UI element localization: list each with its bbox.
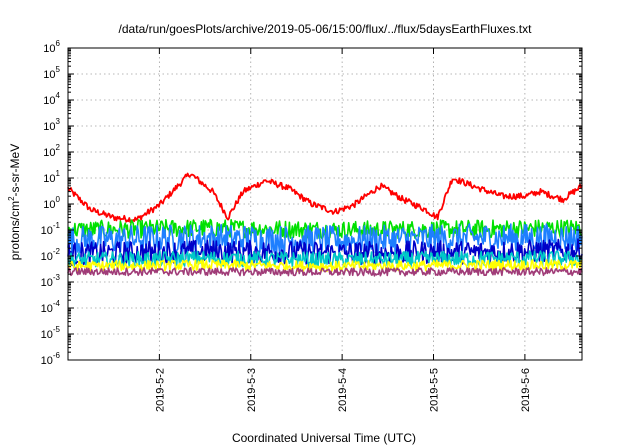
y-tick-label: 100 xyxy=(43,195,60,211)
plot-frame xyxy=(67,47,583,361)
y-tick-label: 10-4 xyxy=(41,299,61,315)
y-tick-label: 10-5 xyxy=(41,325,61,341)
series-line xyxy=(67,267,583,277)
x-tick-label: 2019-5-3 xyxy=(246,368,258,412)
y-tick-label: 104 xyxy=(43,91,60,107)
y-tick-label: 105 xyxy=(43,65,60,81)
series-line xyxy=(67,259,583,273)
y-tick-label: 10-1 xyxy=(41,221,61,237)
x-tick-label: 2019-5-2 xyxy=(154,368,166,412)
series-line xyxy=(67,223,583,256)
y-axis-label-exponent: 2 xyxy=(7,196,16,201)
y-axis-label: protons/cm2-s-sr-MeV xyxy=(7,144,22,260)
y-tick-label: 101 xyxy=(43,169,60,185)
series-line xyxy=(67,172,583,224)
x-axis-label: Coordinated Universal Time (UTC) xyxy=(232,431,416,445)
grid xyxy=(68,48,582,360)
y-axis-label-prefix: protons/cm xyxy=(8,201,22,260)
y-axis-label-suffix: -s-sr-MeV xyxy=(8,144,22,197)
y-tick-label: 103 xyxy=(43,117,60,133)
x-tick-label: 2019-5-6 xyxy=(520,368,532,412)
axes: 10-6 10-5 10-4 10-3 10-2 10-1 100 101 102 103 104 1… xyxy=(41,39,583,412)
y-tick-label: 102 xyxy=(43,143,60,159)
y-tick-label: 10-2 xyxy=(41,247,61,263)
y-tick-label: 106 xyxy=(43,39,60,55)
x-tick-label: 2019-5-5 xyxy=(429,368,441,412)
x-tick-label: 2019-5-4 xyxy=(337,368,349,412)
y-tick-label: 10-3 xyxy=(41,273,61,289)
chart-title: /data/run/goesPlots/archive/2019-05-06/1… xyxy=(119,22,533,36)
y-tick-label: 10-6 xyxy=(41,351,61,367)
series-group xyxy=(67,172,583,277)
series-line xyxy=(67,250,583,269)
